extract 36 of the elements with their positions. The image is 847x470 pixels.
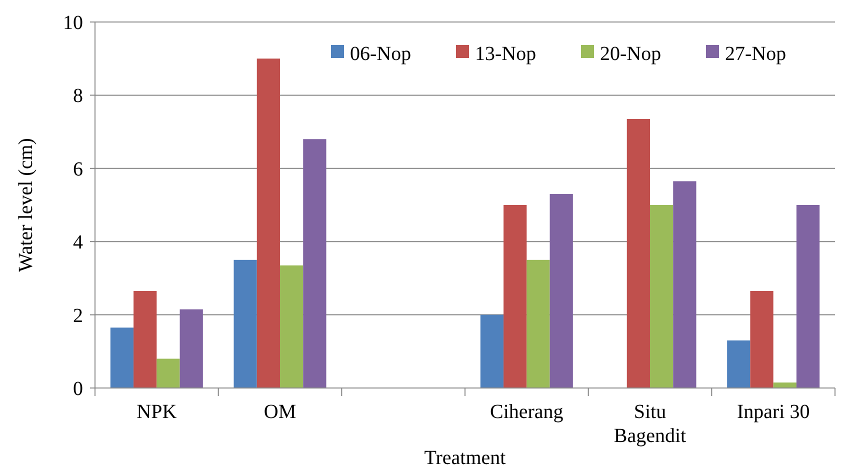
bar [110, 328, 134, 388]
y-tick-label: 0 [73, 378, 83, 400]
bar [280, 265, 304, 388]
bar [796, 205, 820, 388]
x-tick-label: OM [264, 401, 296, 423]
x-tick-label: Situ Bagendit [614, 401, 687, 447]
bar [626, 118, 650, 388]
y-axis-title: Water level (cm) [15, 138, 37, 272]
bar [256, 58, 280, 388]
x-axis-title: Treatment [424, 447, 506, 469]
x-tick-label: Ciherang [490, 401, 564, 423]
legend-label: 06-Nop [350, 43, 412, 65]
legend-label: 13-Nop [475, 43, 536, 65]
bar [504, 205, 527, 388]
bar [673, 181, 696, 388]
legend-label: 20-Nop [600, 43, 662, 65]
y-tick-label: 6 [73, 158, 83, 180]
bar [526, 260, 550, 388]
bar [480, 314, 504, 388]
x-tick-label: Inpari 30 [736, 401, 810, 423]
bar [156, 358, 180, 388]
bar [750, 291, 774, 388]
bar [727, 340, 750, 388]
bar [550, 194, 573, 388]
bar [180, 309, 203, 388]
bar [773, 382, 796, 388]
bar [650, 205, 674, 388]
bar [134, 291, 157, 388]
legend-label: 27-Nop [725, 43, 786, 65]
bar [303, 139, 326, 388]
y-tick-label: 8 [73, 85, 83, 108]
x-tick-label: NPK [136, 401, 178, 423]
y-tick-label: 2 [73, 304, 83, 327]
y-tick-label: 10 [63, 12, 83, 34]
bar [234, 260, 257, 388]
y-tick-label: 4 [73, 232, 83, 254]
